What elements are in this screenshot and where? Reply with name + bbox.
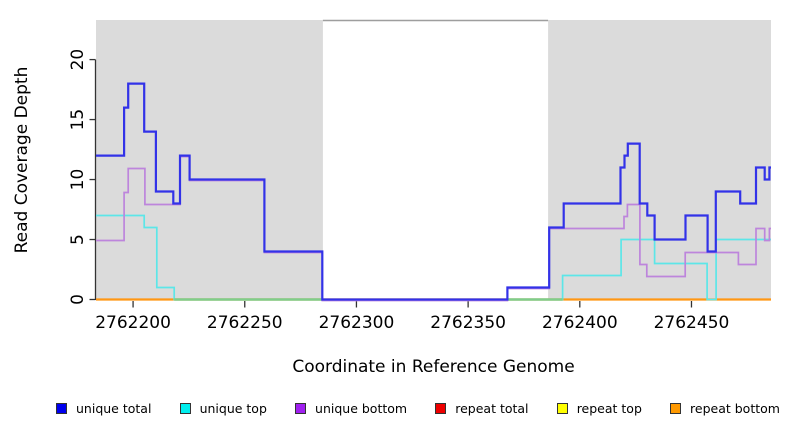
legend-item-unique-top: unique top — [179, 400, 267, 416]
legend-swatch-repeat-top — [556, 402, 568, 414]
y-axis-label: Read Coverage Depth — [12, 66, 32, 254]
series-unique-top-line — [96, 214, 771, 301]
y-tick-label: 15 — [68, 109, 88, 131]
legend-label-unique-total: unique total — [76, 400, 152, 416]
x-tick-label: 2762350 — [430, 313, 506, 333]
x-tick-label: 2762400 — [542, 313, 618, 333]
x-tick-label: 2762300 — [319, 313, 395, 333]
legend-label-unique-top: unique top — [199, 400, 267, 416]
legend-item-unique-bottom: unique bottom — [295, 401, 407, 416]
y-tick-label: 0 — [68, 294, 88, 305]
legend-swatch-unique-total — [56, 402, 67, 414]
x-tick-label: 2762200 — [95, 313, 171, 333]
legend-swatch-unique-top — [179, 402, 191, 414]
legend-swatch-unique-bottom — [295, 402, 307, 414]
repeat-shaded-region — [96, 20, 323, 300]
legend-label-unique-bottom: unique bottom — [315, 400, 408, 416]
x-tick-label: 2762250 — [207, 313, 283, 333]
legend-swatch-repeat-total — [435, 402, 447, 414]
series-unique-total-line — [96, 82, 771, 301]
legend-item-repeat-top: repeat top — [556, 400, 642, 416]
legend-label-repeat-total: repeat total — [455, 400, 529, 416]
y-tick-label: 10 — [68, 169, 88, 191]
y-tick-label: 5 — [68, 234, 88, 245]
legend-item-unique-total: unique total — [56, 401, 151, 416]
legend-item-repeat-total: repeat total — [435, 400, 529, 416]
legend-label-repeat-top: repeat top — [576, 400, 642, 416]
legend-item-repeat-bottom: repeat bottom — [670, 401, 780, 416]
legend-label-repeat-bottom: repeat bottom — [690, 400, 780, 416]
x-axis-label: Coordinate in Reference Genome — [292, 357, 575, 377]
x-tick-label: 2762450 — [654, 313, 730, 333]
legend-swatch-repeat-bottom — [670, 402, 682, 414]
legend: unique total unique top unique bottom re… — [0, 396, 792, 420]
y-tick-label: 20 — [68, 49, 88, 71]
series-unique-bottom-line — [96, 155, 771, 302]
